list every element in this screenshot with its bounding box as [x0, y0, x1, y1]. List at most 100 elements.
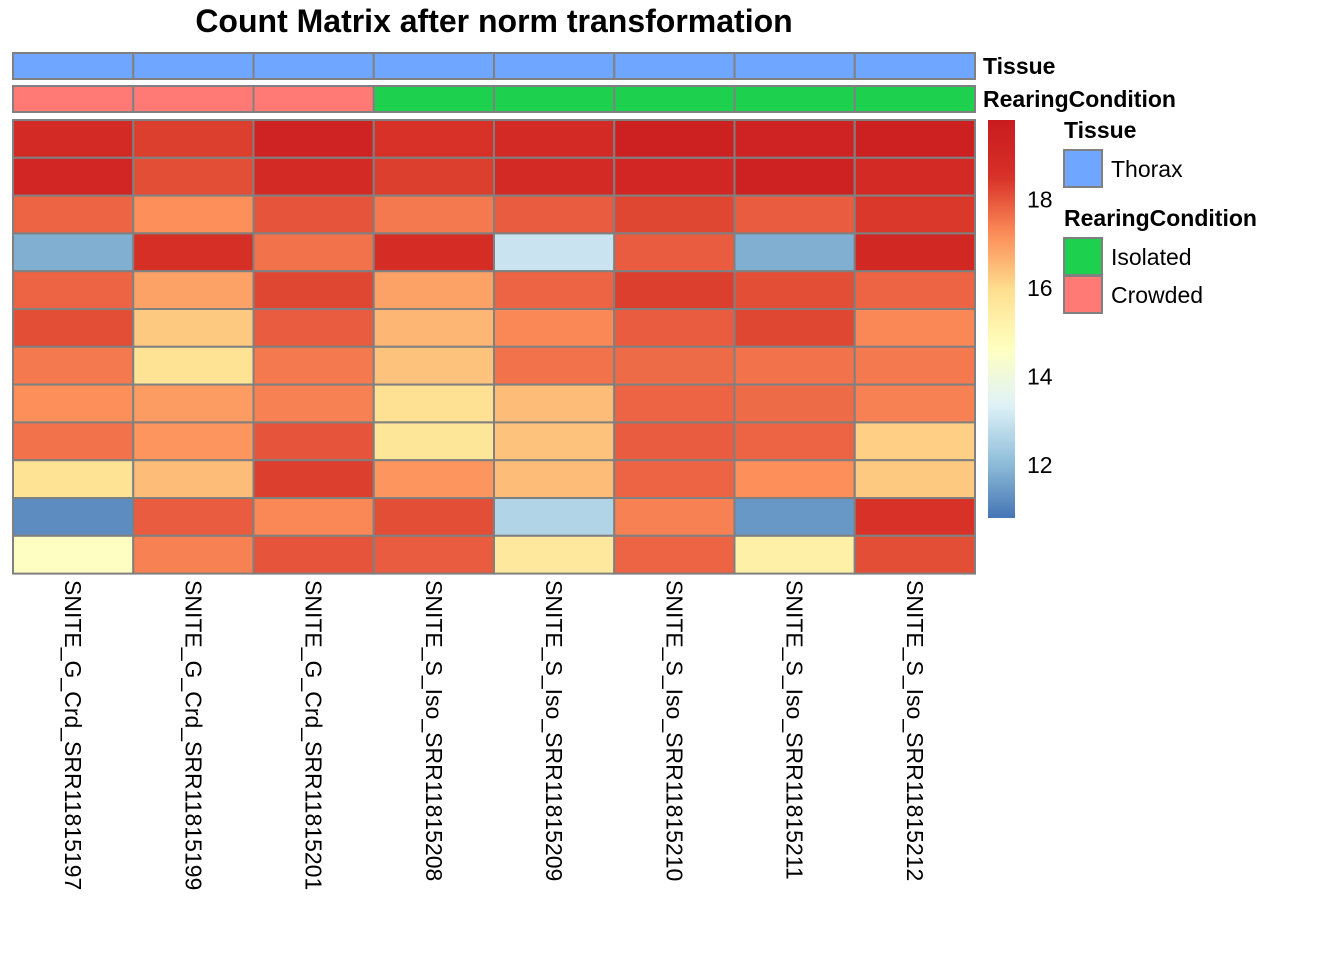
heatmap-cell-r1-c7: [733, 119, 856, 159]
column-label-4: SNITE_S_Iso_SRR11815208: [421, 580, 447, 881]
heatmap-cell-r4-c5: [493, 232, 616, 273]
legend-swatch-crowded: [1063, 275, 1103, 314]
annotation-cell-rearingcondition-5: [493, 85, 616, 113]
colorbar-tick-16: 16: [1027, 275, 1053, 301]
heatmap-cell-r12-c8: [853, 534, 976, 575]
heatmap-cell-r5-c3: [252, 270, 375, 311]
heatmap-cell-r6-c8: [853, 308, 976, 348]
heatmap-cell-r8-c2: [132, 383, 255, 424]
column-label-5: SNITE_S_Iso_SRR11815209: [541, 580, 567, 881]
heatmap-cell-r12-c6: [613, 534, 736, 575]
heatmap-cell-r1-c5: [493, 119, 616, 159]
heatmap-cell-r4-c7: [733, 232, 856, 273]
heatmap-cell-r7-c2: [132, 345, 255, 386]
heatmap-cell-r10-c7: [733, 459, 856, 500]
heatmap-cell-r9-c7: [733, 421, 856, 462]
annotation-cell-tissue-5: [493, 52, 616, 80]
heatmap-cell-r8-c8: [853, 383, 976, 424]
annotation-tracks: Tissue RearingCondition: [12, 52, 1176, 113]
heatmap-cell-r1-c2: [132, 119, 255, 159]
heatmap-cell-r8-c4: [372, 383, 495, 424]
annotation-cell-rearingcondition-7: [733, 85, 856, 113]
heatmap-cell-r9-c2: [132, 421, 255, 462]
heatmap-cell-r6-c4: [372, 308, 495, 348]
heatmap-cell-r5-c4: [372, 270, 495, 311]
heatmap-cell-r3-c4: [372, 194, 495, 235]
heatmap-cell-r6-c5: [493, 308, 616, 348]
annotation-cell-tissue-1: [12, 52, 135, 80]
heatmap-cell-r2-c8: [853, 156, 976, 197]
heatmap-cell-r11-c8: [853, 497, 976, 537]
annotation-cell-rearingcondition-2: [132, 85, 255, 113]
heatmap-cell-r12-c1: [12, 534, 135, 575]
heatmap-cell-r1-c3: [252, 119, 375, 159]
heatmap-cell-r4-c1: [12, 232, 135, 273]
legend-label-isolated: Isolated: [1111, 244, 1192, 270]
heatmap-cell-r4-c3: [252, 232, 375, 273]
column-label-1: SNITE_G_Crd_SRR11815197: [60, 580, 86, 890]
annotation-cell-rearingcondition-4: [372, 85, 495, 113]
heatmap-cell-r7-c1: [12, 345, 135, 386]
heatmap-cell-r7-c5: [493, 345, 616, 386]
heatmap-cell-r9-c5: [493, 421, 616, 462]
heatmap-cell-r4-c4: [372, 232, 495, 273]
heatmap-cell-r9-c4: [372, 421, 495, 462]
annotation-cell-rearingcondition-3: [252, 85, 375, 113]
heatmap-cell-r10-c2: [132, 459, 255, 500]
heatmap-cell-r3-c7: [733, 194, 856, 235]
heatmap-cell-r6-c3: [252, 308, 375, 348]
heatmap-cell-r12-c5: [493, 534, 616, 575]
heatmap-cell-r2-c1: [12, 156, 135, 197]
heatmap-cell-r2-c5: [493, 156, 616, 197]
annotation-cell-rearingcondition-1: [12, 85, 135, 113]
heatmap-cell-r8-c3: [252, 383, 375, 424]
heatmap-cell-r9-c6: [613, 421, 736, 462]
column-label-8: SNITE_S_Iso_SRR11815212: [902, 580, 928, 881]
colorbar: 12 14 16 18: [988, 120, 1053, 518]
heatmap-cell-r7-c4: [372, 345, 495, 386]
annotation-cell-rearingcondition-6: [613, 85, 736, 113]
heatmap-cell-r2-c7: [733, 156, 856, 197]
colorbar-gradient: [988, 120, 1015, 518]
heatmap-cell-r10-c8: [853, 459, 976, 500]
column-label-6: SNITE_S_Iso_SRR11815210: [661, 580, 687, 881]
legend-swatch-isolated: [1063, 237, 1103, 276]
column-label-3: SNITE_G_Crd_SRR11815201: [301, 580, 327, 890]
heatmap-cell-r9-c3: [252, 421, 375, 462]
heatmap-cell-r12-c3: [252, 534, 375, 575]
heatmap-cell-r5-c7: [733, 270, 856, 311]
heatmap-cell-r5-c6: [613, 270, 736, 311]
heatmap-cell-r12-c7: [733, 534, 856, 575]
heatmap-cell-r2-c3: [252, 156, 375, 197]
heatmap-cell-r8-c6: [613, 383, 736, 424]
annotation-cell-tissue-4: [372, 52, 495, 80]
heatmap-cell-r5-c2: [132, 270, 255, 311]
heatmap-cell-r2-c2: [132, 156, 255, 197]
heatmap-cell-r5-c1: [12, 270, 135, 311]
heatmap-cell-r3-c1: [12, 194, 135, 235]
annotation-cell-tissue-8: [853, 52, 976, 80]
heatmap-cell-r7-c8: [853, 345, 976, 386]
heatmap-cell-r7-c7: [733, 345, 856, 386]
chart-title: Count Matrix after norm transformation: [195, 3, 792, 39]
heatmap-cell-r1-c4: [372, 119, 495, 159]
legend-label-thorax: Thorax: [1111, 156, 1183, 182]
colorbar-tick-14: 14: [1027, 363, 1053, 389]
legend-title-rearingcondition: RearingCondition: [1064, 205, 1257, 231]
annotation-label-rearingcondition: RearingCondition: [983, 86, 1176, 112]
annotation-cell-tissue-6: [613, 52, 736, 80]
heatmap-cell-r11-c6: [613, 497, 736, 537]
heatmap-cell-r8-c1: [12, 383, 135, 424]
heatmap-cell-r12-c4: [372, 534, 495, 575]
heatmap-cell-r3-c6: [613, 194, 736, 235]
legend-swatch-thorax: [1063, 149, 1103, 188]
heatmap-cell-r1-c1: [12, 119, 135, 159]
heatmap-cell-r2-c6: [613, 156, 736, 197]
heatmap-cell-r4-c2: [132, 232, 255, 273]
annotation-label-tissue: Tissue: [983, 53, 1055, 79]
heatmap-cell-r10-c6: [613, 459, 736, 500]
heatmap-cells: [12, 119, 976, 575]
heatmap-cell-r10-c1: [12, 459, 135, 500]
heatmap-cell-r4-c8: [853, 232, 976, 273]
